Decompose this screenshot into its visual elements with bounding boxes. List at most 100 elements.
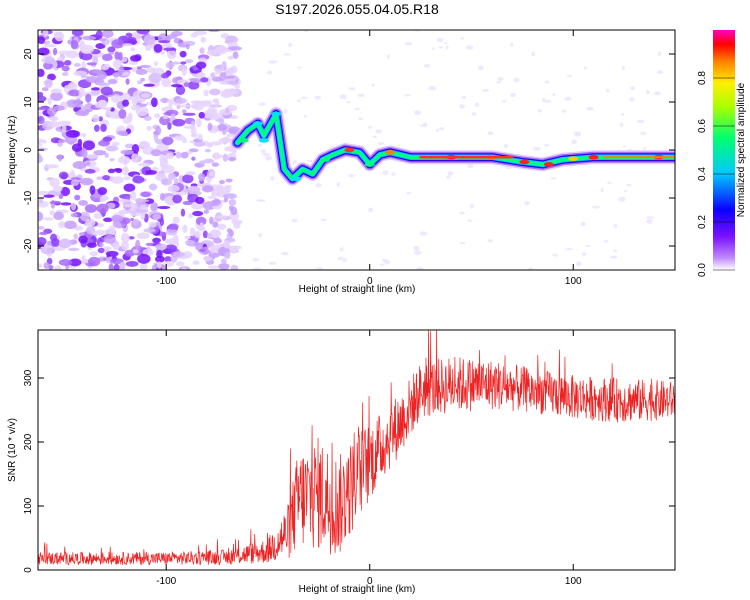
heatmap-speckle bbox=[422, 122, 428, 127]
heatmap-noise-blob bbox=[190, 32, 198, 38]
heatmap-noise-blob bbox=[98, 116, 103, 122]
heatmap-noise-blob bbox=[131, 153, 139, 162]
heatmap-noise-blob bbox=[61, 72, 69, 77]
heatmap-noise-blob bbox=[186, 185, 201, 194]
heatmap-noise-blob bbox=[172, 216, 180, 224]
heatmap-speckle bbox=[413, 250, 422, 256]
heatmap-noise-blob bbox=[106, 202, 116, 209]
snr-line bbox=[38, 330, 675, 566]
heatmap-noise-blob bbox=[157, 261, 162, 269]
heatmap-noise-blob bbox=[187, 81, 200, 90]
heatmap-noise-blob bbox=[81, 132, 87, 138]
heatmap-noise-blob bbox=[182, 174, 194, 184]
heatmap-noise-blob bbox=[217, 223, 227, 230]
heatmap-noise-blob bbox=[102, 136, 113, 142]
heatmap-noise-blob bbox=[85, 226, 96, 235]
heatmap-noise-blob bbox=[102, 106, 112, 111]
heatmap-speckle bbox=[382, 170, 389, 175]
heatmap-noise-blob bbox=[203, 255, 213, 262]
heatmap-noise-blob bbox=[38, 237, 47, 246]
heatmap-noise-blob bbox=[175, 85, 186, 96]
heatmap-speckle bbox=[413, 245, 420, 251]
colorbar-tick-label: 0.6 bbox=[697, 119, 708, 133]
heatmap-speckle bbox=[459, 212, 465, 215]
heatmap-speckle bbox=[513, 77, 520, 83]
heatmap-noise-blob bbox=[148, 221, 157, 228]
heatmap-noise-blob bbox=[131, 67, 137, 72]
heatmap-noise-blob bbox=[103, 234, 116, 244]
heatmap-hotspot bbox=[588, 154, 599, 160]
heatmap-noise-blob bbox=[192, 260, 200, 265]
heatmap-noise-blob bbox=[184, 235, 191, 240]
heatmap-xlabel: Height of straight line (km) bbox=[299, 284, 416, 295]
heatmap-noise-blob bbox=[211, 76, 223, 82]
heatmap-noise-blob bbox=[109, 157, 115, 162]
heatmap-noise-blob bbox=[92, 114, 100, 123]
heatmap-noise-blob bbox=[70, 202, 77, 211]
heatmap-noise-blob bbox=[102, 174, 110, 181]
heatmap-speckle bbox=[552, 92, 556, 97]
heatmap-speckle bbox=[471, 111, 477, 116]
heatmap-speckle bbox=[348, 87, 356, 91]
heatmap-noise-blob bbox=[183, 125, 197, 129]
snr-xtick-label: -100 bbox=[156, 576, 176, 587]
heatmap-noise-blob bbox=[78, 199, 89, 206]
heatmap-noise-blob bbox=[148, 183, 158, 191]
heatmap-noise-blob bbox=[122, 166, 129, 176]
heatmap-noise-blob bbox=[175, 151, 182, 159]
heatmap-noise-blob bbox=[61, 65, 70, 72]
heatmap-noise-blob bbox=[219, 118, 225, 126]
heatmap-noise-blob bbox=[200, 36, 206, 43]
heatmap-speckle bbox=[439, 127, 444, 131]
heatmap-noise-blob bbox=[220, 258, 227, 264]
heatmap-noise-blob bbox=[74, 110, 89, 116]
heatmap-noise-blob bbox=[223, 240, 230, 249]
heatmap-noise-blob bbox=[153, 61, 159, 67]
heatmap-hotspot bbox=[385, 150, 396, 155]
figure-title: S197.2026.055.04.05.R18 bbox=[275, 1, 439, 17]
heatmap-noise-blob bbox=[47, 97, 52, 105]
heatmap-noise-blob bbox=[118, 199, 131, 203]
heatmap-speckle bbox=[640, 131, 647, 136]
heatmap-noise-blob bbox=[70, 39, 79, 49]
heatmap-ytick-label: 10 bbox=[23, 96, 34, 108]
heatmap-noise-blob bbox=[148, 72, 162, 83]
heatmap-noise-blob bbox=[112, 59, 123, 68]
heatmap-noise-blob bbox=[161, 136, 174, 146]
heatmap-noise-blob bbox=[38, 68, 45, 78]
heatmap-xtick-label: 100 bbox=[565, 276, 582, 287]
heatmap-speckle bbox=[291, 218, 298, 223]
heatmap-noise-blob bbox=[71, 30, 84, 37]
heatmap-speckle bbox=[613, 223, 618, 229]
heatmap-noise-blob bbox=[203, 158, 215, 164]
heatmap-noise-blob bbox=[207, 265, 219, 269]
heatmap-noise-blob bbox=[125, 260, 139, 267]
heatmap-speckle bbox=[460, 36, 465, 40]
heatmap-spectrogram bbox=[38, 30, 675, 270]
heatmap-speckle bbox=[368, 207, 374, 213]
heatmap-speckle bbox=[306, 159, 314, 163]
heatmap-speckle bbox=[653, 91, 661, 96]
heatmap-noise-blob bbox=[230, 264, 239, 270]
heatmap-noise-blob bbox=[228, 198, 237, 206]
heatmap-noise-blob bbox=[143, 115, 152, 121]
heatmap-noise-blob bbox=[70, 212, 78, 218]
snr-xtick-label: 0 bbox=[367, 576, 373, 587]
heatmap-noise-blob bbox=[153, 43, 163, 53]
heatmap-noise-blob bbox=[49, 200, 62, 205]
heatmap-noise-blob bbox=[95, 43, 106, 49]
heatmap-speckle bbox=[656, 70, 664, 74]
heatmap-noise-blob bbox=[85, 218, 96, 227]
heatmap-speckle bbox=[458, 104, 465, 109]
heatmap-noise-blob bbox=[225, 107, 230, 114]
heatmap-noise-blob bbox=[98, 140, 110, 147]
heatmap-noise-blob bbox=[118, 108, 127, 119]
heatmap-noise-blob bbox=[136, 232, 150, 240]
heatmap-ytick-label: 0 bbox=[23, 147, 34, 153]
heatmap-noise-blob bbox=[111, 141, 120, 147]
heatmap-noise-blob bbox=[163, 260, 174, 267]
heatmap-noise-blob bbox=[212, 98, 219, 104]
heatmap-noise-blob bbox=[167, 184, 180, 193]
heatmap-noise-blob bbox=[120, 209, 128, 214]
heatmap-speckle bbox=[423, 63, 430, 68]
